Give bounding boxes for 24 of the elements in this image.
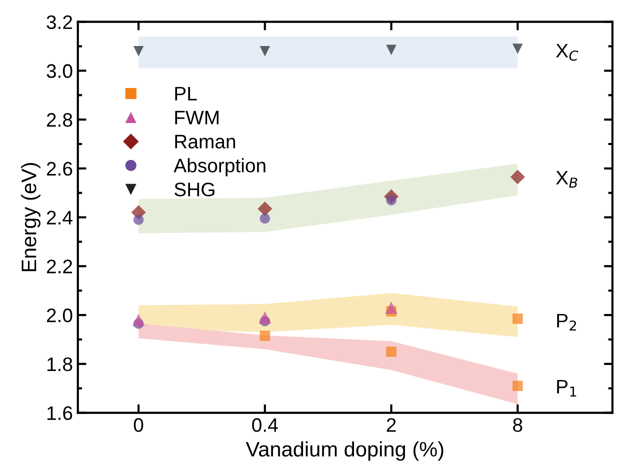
x-tick-label: 0 <box>134 418 144 432</box>
legend-label: SHG <box>174 182 214 196</box>
y-tick-label: 2.6 <box>46 162 72 176</box>
x-tick-label: 8 <box>513 418 522 432</box>
y-tick-label: 1.6 <box>47 406 72 420</box>
legend-label: FWM <box>175 110 218 124</box>
y-tick-label: 2.8 <box>46 113 72 127</box>
y-tick-label: 3.0 <box>46 64 72 78</box>
y-tick-label: 2.0 <box>46 308 72 322</box>
legend-label: PL <box>175 86 197 100</box>
annotation: X$_{C}$ <box>556 44 578 61</box>
y-tick-label: 3.2 <box>46 15 72 30</box>
y-tick-label: 2.2 <box>46 260 72 274</box>
x-tick-label: 2 <box>386 418 396 432</box>
x-axis-title: Vanadium doping (%) <box>246 441 444 461</box>
annotation: X$_{B}$ <box>556 171 578 188</box>
annotation: P$_{2}$ <box>557 314 576 331</box>
y-tick-label: 1.8 <box>47 357 72 372</box>
x-tick-label: 0.4 <box>252 418 278 432</box>
y-axis-title: Energy (eV) <box>21 163 40 272</box>
legend-label: Absorption <box>174 158 266 176</box>
annotation: P$_{1}$ <box>557 380 576 397</box>
legend-label: Raman <box>175 134 236 148</box>
y-tick-label: 2.4 <box>46 210 72 224</box>
